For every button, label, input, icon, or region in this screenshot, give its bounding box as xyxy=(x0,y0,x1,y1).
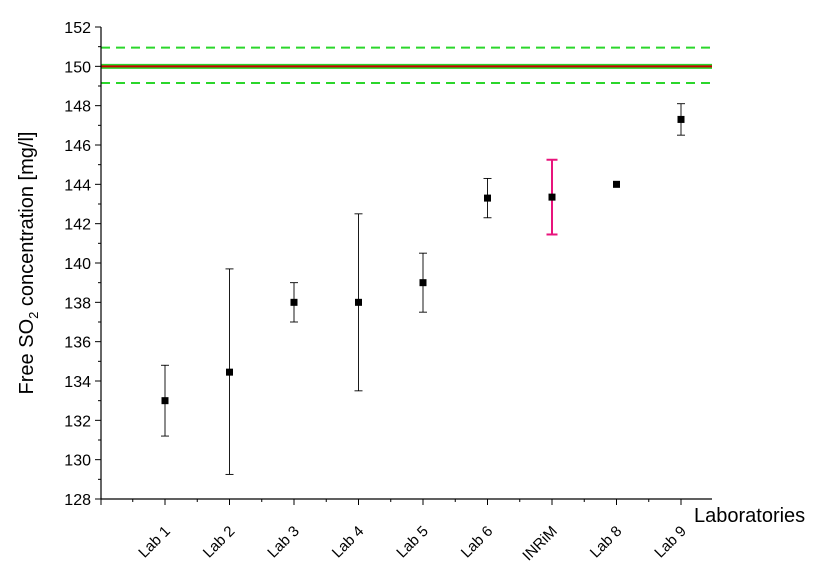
data-point xyxy=(290,298,298,306)
y-tick-label: 150 xyxy=(64,59,91,76)
data-point xyxy=(548,193,556,201)
y-tick-label: 140 xyxy=(64,256,91,273)
y-tick-label: 144 xyxy=(64,177,91,194)
y-tick-label: 128 xyxy=(64,492,91,509)
x-axis-title: Laboratories xyxy=(694,505,805,527)
x-tick-label: Lab 6 xyxy=(458,523,497,562)
data-point xyxy=(613,180,620,188)
x-tick-label: Lab 2 xyxy=(200,523,239,562)
axes xyxy=(100,27,712,500)
x-tick-label: Lab 8 xyxy=(587,523,626,562)
x-tick-label: Lab 1 xyxy=(135,523,174,562)
y-axis-title: Free SO2 concentration [mg/l] xyxy=(16,132,41,395)
reference-lines xyxy=(101,46,712,85)
y-tick-label: 138 xyxy=(64,295,91,312)
x-ticks: Lab 1 Lab 2 Lab 3 Lab 4 Lab 5 Lab 6 INRiM Lab 8… xyxy=(100,499,690,564)
y-tick-label: 134 xyxy=(64,374,91,391)
y-axis-title-part1: Free SO xyxy=(16,319,38,395)
y-tick-label: 130 xyxy=(64,453,91,470)
data-point xyxy=(161,397,169,405)
y-tick-label: 132 xyxy=(64,413,91,430)
data-point xyxy=(677,115,685,123)
data-point xyxy=(419,279,427,287)
x-tick-label: Lab 5 xyxy=(393,523,432,562)
x-tick-label: Lab 9 xyxy=(651,523,690,562)
y-tick-label: 152 xyxy=(64,20,91,37)
data-points xyxy=(161,115,685,405)
y-axis-title-part2: concentration [mg/l] xyxy=(16,132,38,312)
x-tick-label: Lab 4 xyxy=(329,523,368,562)
x-tick-label: Lab 3 xyxy=(264,523,303,562)
y-ticks: 128 130 132 134 136 138 140 142 144 146 148 150 152 xyxy=(64,20,101,509)
data-point xyxy=(484,194,491,202)
y-tick-label: 136 xyxy=(64,335,91,352)
y-tick-label: 146 xyxy=(64,138,91,155)
y-axis-title-subscript: 2 xyxy=(26,312,41,319)
x-tick-label: INRiM xyxy=(519,523,560,564)
error-bars xyxy=(161,103,685,475)
y-tick-label: 148 xyxy=(64,99,91,116)
data-point xyxy=(226,368,233,376)
data-point xyxy=(355,298,362,306)
y-tick-label: 142 xyxy=(64,217,91,234)
